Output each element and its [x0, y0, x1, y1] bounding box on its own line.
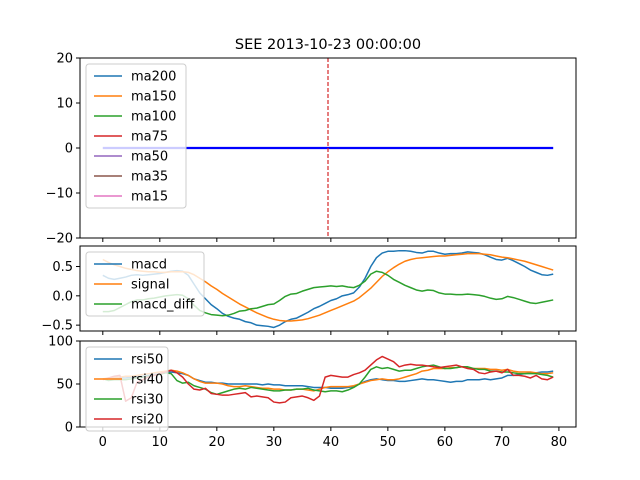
- legend: macd signal macd_diff: [85, 251, 205, 317]
- y-tick-label: −10: [46, 187, 73, 202]
- legend-label-macd: macd: [131, 258, 167, 273]
- y-tick-label: 0.5: [52, 260, 73, 275]
- legend-label-ma200: ma200: [131, 70, 176, 85]
- legend-label-signal: signal: [131, 278, 169, 293]
- y-tick-label: 100: [48, 335, 73, 350]
- y-tick-label: 50: [56, 378, 73, 393]
- legend-label-ma75: ma75: [131, 130, 168, 145]
- x-tick-label: 10: [152, 435, 169, 450]
- y-tick-label: 20: [56, 52, 73, 67]
- legend-box: [85, 63, 187, 209]
- legend: rsi50 rsi40 rsi30 rsi20: [85, 346, 169, 432]
- x-tick-label: 40: [323, 435, 340, 450]
- y-tick-label: −0.5: [41, 319, 73, 334]
- legend-label-rsi50: rsi50: [131, 353, 163, 368]
- plot-frame: [79, 340, 577, 428]
- x-tick-label: 60: [437, 435, 454, 450]
- y-tick-label: 0: [65, 142, 73, 157]
- legend-label-ma15: ma15: [131, 190, 168, 205]
- y-tick-label: −20: [46, 232, 73, 247]
- x-tick-label: 0: [99, 435, 107, 450]
- series-line-rsi30: [102, 364, 554, 396]
- legend-box: [85, 346, 169, 432]
- y-tick-label: 0.0: [52, 289, 73, 304]
- x-tick-label: 30: [266, 435, 283, 450]
- legend-label-rsi40: rsi40: [131, 373, 163, 388]
- chart-title: SEE 2013-10-23 00:00:00: [235, 37, 421, 53]
- series-line-rsi20: [102, 355, 554, 404]
- legend-label-ma35: ma35: [131, 170, 168, 185]
- legend-label-macd-diff: macd_diff: [131, 298, 195, 313]
- x-tick-label: 50: [380, 435, 397, 450]
- legend: ma200 ma150 ma100 ma75 ma50 ma35 ma15: [85, 63, 187, 209]
- legend-label-ma50: ma50: [131, 150, 168, 165]
- legend-box: [85, 251, 205, 317]
- legend-label-ma100: ma100: [131, 110, 176, 125]
- x-tick-label: 80: [551, 435, 568, 450]
- moving-averages-panel: SEE 2013-10-23 00:00:00 −20 −10 0 10 20 ma20…: [46, 37, 577, 247]
- y-tick-label: 10: [56, 97, 73, 112]
- macd-panel: −0.5 0.0 0.5 macd signal macd_diff: [41, 245, 577, 335]
- x-tick-label: 20: [209, 435, 226, 450]
- plot-frame: [79, 57, 577, 239]
- legend-label-ma150: ma150: [131, 90, 176, 105]
- plot-frame: [79, 245, 577, 332]
- legend-label-rsi20: rsi20: [131, 413, 163, 428]
- x-tick-label: 70: [494, 435, 511, 450]
- legend-label-rsi30: rsi30: [131, 393, 163, 408]
- y-tick-label: 0: [65, 421, 73, 436]
